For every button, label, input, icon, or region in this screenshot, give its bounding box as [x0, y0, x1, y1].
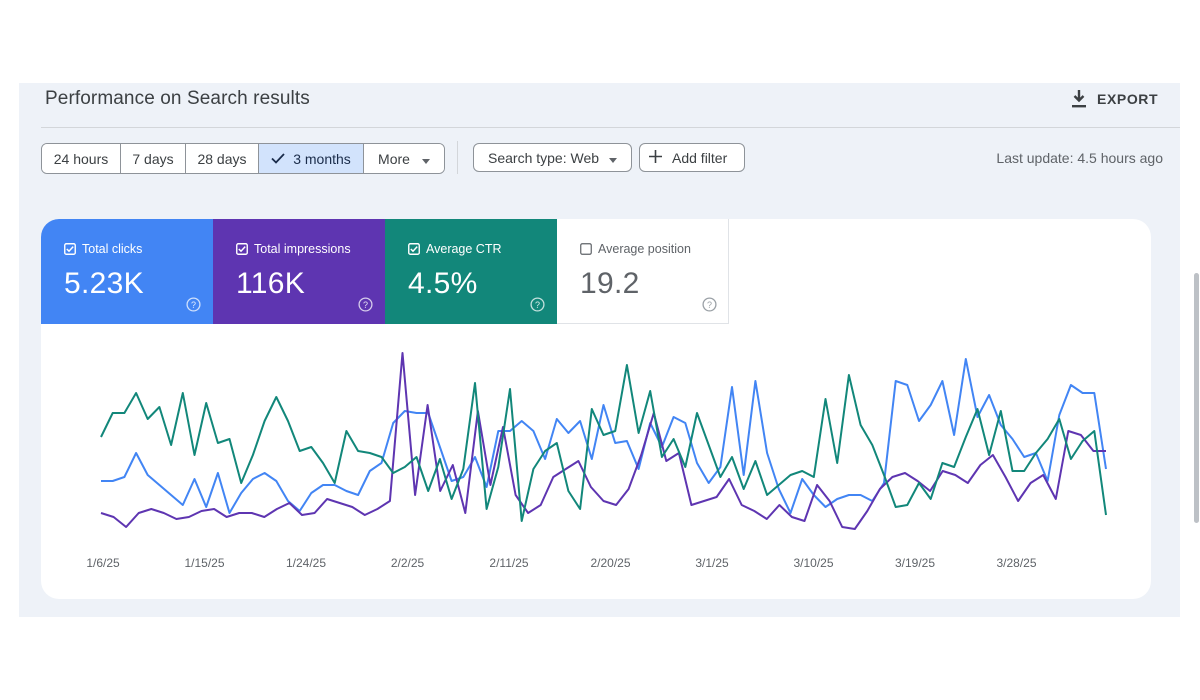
metric-average-ctr[interactable]: Average CTR 4.5% ? [385, 219, 557, 324]
x-axis-tick-label: 3/10/25 [793, 556, 833, 570]
metric-label: Average CTR [426, 242, 502, 256]
header-divider [41, 127, 1180, 128]
toolbar-separator [457, 141, 458, 174]
range-28-days-button[interactable]: 28 days [186, 144, 259, 173]
metric-label: Total clicks [82, 242, 143, 256]
check-icon [271, 151, 285, 167]
checkbox-checked-icon [408, 243, 420, 255]
series-line-total-clicks [101, 358, 1107, 514]
checkbox-checked-icon [236, 243, 248, 255]
range-7-days-button[interactable]: 7 days [121, 144, 186, 173]
metric-value: 19.2 [580, 267, 640, 300]
range-label: 7 days [132, 150, 174, 167]
metric-average-position[interactable]: Average position 19.2 ? [557, 219, 729, 324]
x-axis-tick-label: 2/20/25 [590, 556, 630, 570]
dropdown-arrow-icon [609, 150, 618, 166]
metric-value: 5.23K [64, 267, 144, 300]
checkbox-checked-icon [64, 243, 76, 255]
checkbox-unchecked-icon [580, 243, 592, 255]
performance-line-chart: 1/6/25 1/15/25 1/24/25 2/2/25 2/11/25 2/20/25… [86, 352, 1107, 570]
range-label: 3 months [293, 150, 351, 167]
x-axis-tick-label: 3/19/25 [895, 556, 935, 570]
add-filter-label: Add filter [672, 149, 728, 166]
x-axis-tick-label: 3/28/25 [996, 556, 1036, 570]
page-scrollbar[interactable] [1194, 273, 1199, 523]
export-button[interactable]: EXPORT [1071, 86, 1158, 112]
x-axis-tick-label: 1/24/25 [286, 556, 326, 570]
page-title: Performance on Search results [45, 88, 310, 109]
range-24-hours-button[interactable]: 24 hours [42, 144, 121, 173]
range-label: 28 days [197, 150, 247, 167]
series-line-average-ctr [100, 364, 1107, 522]
x-axis-tick-label: 3/1/25 [695, 556, 729, 570]
metric-value: 116K [236, 267, 306, 300]
x-axis-tick-label: 2/2/25 [391, 556, 425, 570]
svg-text:?: ? [535, 300, 540, 310]
add-filter-button[interactable]: Add filter [639, 143, 745, 172]
x-axis-tick-label: 1/15/25 [184, 556, 224, 570]
download-icon [1071, 90, 1087, 108]
help-circle-icon[interactable]: ? [358, 297, 373, 317]
metric-value: 4.5% [408, 267, 478, 300]
x-axis-tick-label: 2/11/25 [489, 556, 528, 570]
x-axis-tick-label: 1/6/25 [86, 556, 120, 570]
svg-text:?: ? [363, 300, 368, 310]
range-more-button[interactable]: More [364, 144, 444, 173]
date-range-selector: 24 hours 7 days 28 days 3 months More [41, 143, 445, 174]
svg-text:?: ? [191, 300, 196, 310]
export-label: EXPORT [1097, 91, 1159, 107]
plus-icon [649, 149, 662, 166]
metric-label: Average position [598, 242, 691, 256]
help-circle-icon[interactable]: ? [186, 297, 201, 317]
dropdown-arrow-icon [421, 151, 430, 167]
help-circle-icon[interactable]: ? [530, 297, 545, 317]
last-update-text: Last update: 4.5 hours ago [996, 150, 1163, 166]
search-type-dropdown[interactable]: Search type: Web [473, 143, 632, 172]
performance-panel: Performance on Search results EXPORT 24 … [19, 83, 1199, 617]
search-type-label: Search type: Web [488, 149, 600, 166]
metric-label: Total impressions [254, 242, 351, 256]
range-label: 24 hours [53, 150, 109, 167]
range-3-months-button[interactable]: 3 months [259, 144, 364, 173]
performance-card: Total clicks 5.23K ? Total impressions 1… [41, 219, 1151, 599]
metric-total-impressions[interactable]: Total impressions 116K ? [213, 219, 385, 324]
metric-total-clicks[interactable]: Total clicks 5.23K ? [41, 219, 213, 324]
svg-text:?: ? [707, 300, 712, 310]
help-circle-icon[interactable]: ? [702, 297, 717, 317]
range-label: More [378, 150, 410, 167]
series-line-total-impressions [100, 352, 1106, 530]
